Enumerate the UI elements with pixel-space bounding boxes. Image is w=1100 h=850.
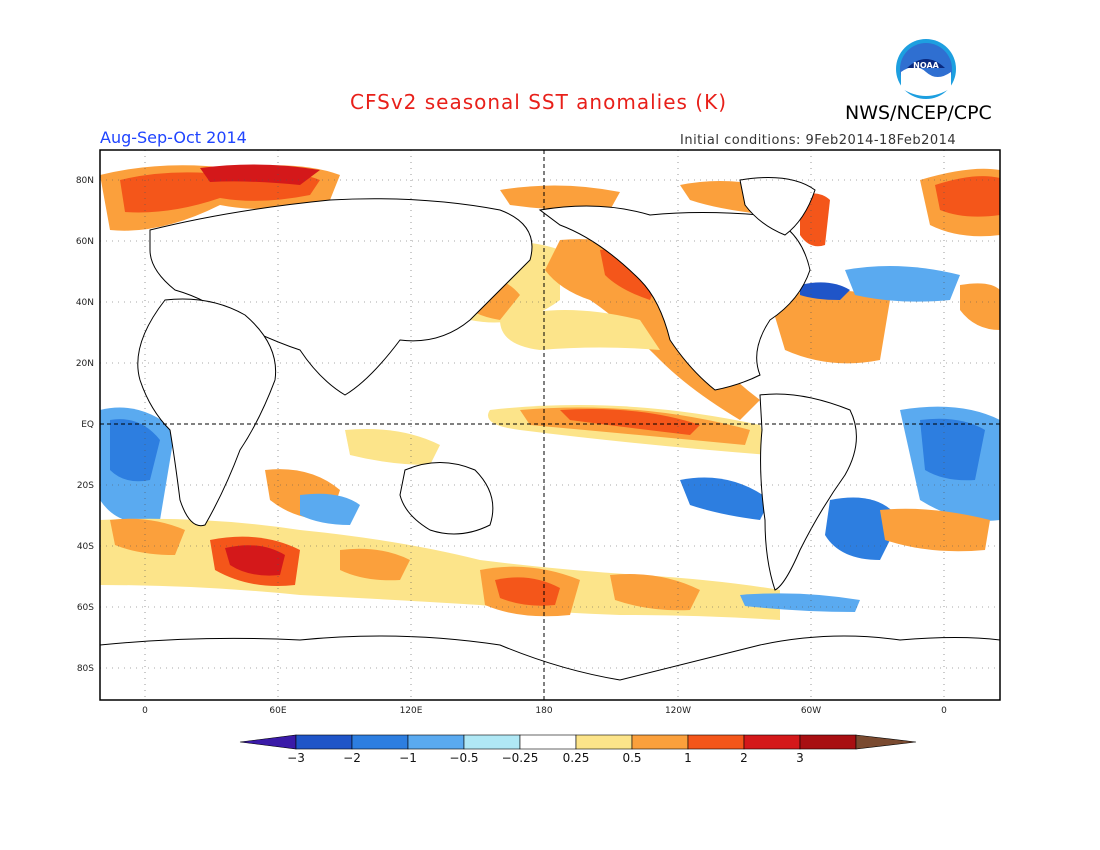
lat-label: 40N: [76, 298, 94, 308]
australia: [399, 462, 494, 535]
south-america: [759, 393, 857, 591]
colorbar-label: −3: [287, 751, 305, 765]
colorbar-swatch: [295, 734, 353, 750]
continents: [99, 177, 1001, 701]
grid-lines: [100, 150, 1000, 700]
lat-label: 60N: [76, 237, 94, 247]
colorbar-label: −0.5: [449, 751, 478, 765]
lon-label: 0: [142, 706, 148, 716]
map-frame: [99, 149, 1001, 701]
lon-label: 60W: [801, 706, 821, 716]
greenland: [739, 177, 816, 236]
colorbar: −3 −2 −1 −0.5 −0.25 0.25 0.5 1 2 3: [239, 734, 917, 765]
lat-label: 20N: [76, 359, 94, 369]
africa: [137, 298, 277, 527]
initial-conditions: Initial conditions: 9Feb2014-18Feb2014: [680, 133, 957, 148]
colorbar-swatch: [575, 734, 633, 750]
lat-label: 20S: [77, 481, 94, 491]
colorbar-swatch: [407, 734, 465, 750]
colorbar-label: 1: [684, 751, 692, 765]
colorbar-swatch: [631, 734, 689, 750]
lat-ticks: 80N 60N 40N 20N EQ 20S 40S 60S 80S: [76, 176, 94, 674]
forecast-period: Aug-Sep-Oct 2014: [100, 128, 247, 147]
colorbar-swatch: [463, 734, 521, 750]
noaa-logo-icon: NOAA: [896, 39, 956, 99]
colorbar-label: 0.25: [563, 751, 590, 765]
colorbar-label: 2: [740, 751, 748, 765]
colorbar-min-arrow: [239, 734, 297, 750]
colorbar-label: −2: [343, 751, 361, 765]
lat-label: 60S: [77, 603, 94, 613]
colorbar-label: 0.5: [622, 751, 641, 765]
lon-ticks: 0 60E 120E 180 120W 60W 0: [142, 706, 947, 716]
colorbar-swatch: [743, 734, 801, 750]
agency-label: NWS/NCEP/CPC: [845, 102, 992, 124]
colorbar-label: 3: [796, 751, 804, 765]
colorbar-max-arrow: [855, 734, 917, 750]
lon-label: 120E: [400, 706, 423, 716]
colorbar-label: −1: [399, 751, 417, 765]
colorbar-swatch: [799, 734, 857, 750]
lon-label: 60E: [269, 706, 286, 716]
colorbar-swatch: [687, 734, 745, 750]
colorbar-label: −0.25: [502, 751, 539, 765]
lon-label: 180: [535, 706, 552, 716]
map-title: CFSv2 seasonal SST anomalies (K): [350, 90, 727, 114]
colorbar-swatch: [519, 734, 577, 750]
lat-label: EQ: [81, 420, 94, 430]
lat-label: 80S: [77, 664, 94, 674]
lat-label: 40S: [77, 542, 94, 552]
north-america: [538, 205, 811, 391]
colorbar-swatch: [351, 734, 409, 750]
lat-label: 80N: [76, 176, 94, 186]
lon-label: 0: [941, 706, 947, 716]
logo-text: NOAA: [913, 61, 939, 70]
lon-label: 120W: [665, 706, 691, 716]
